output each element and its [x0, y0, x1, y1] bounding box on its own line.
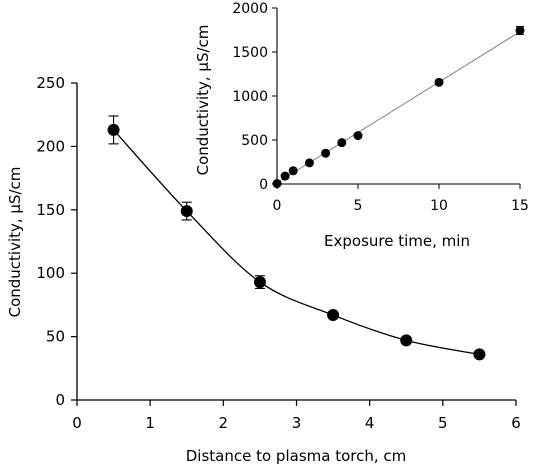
main-y-axis-label: Conductivity, µS/cm — [6, 167, 24, 318]
inset-y-tick-label: 1500 — [232, 45, 268, 61]
inset-x-tick-label: 0 — [273, 198, 282, 214]
main-x-tick-label: 5 — [438, 414, 448, 432]
inset-points — [272, 25, 525, 189]
inset-data-point — [515, 25, 525, 35]
inset-data-point — [272, 179, 282, 189]
inset-data-point — [280, 171, 290, 181]
inset-data-point — [337, 138, 347, 148]
inset-data-point — [321, 148, 331, 158]
inset-ticks: 0 5 10 15 0 500 1000 1500 2000 — [232, 1, 529, 214]
main-y-tick-label: 250 — [36, 74, 65, 92]
main-y-tick-label: 100 — [36, 264, 65, 282]
main-points — [107, 123, 486, 361]
main-x-axis-label: Distance to plasma torch, cm — [186, 447, 407, 465]
inset-x-tick-label: 5 — [354, 198, 363, 214]
inset-plot: 0 5 10 15 0 500 1000 1500 2000 Exposure time, mi… — [194, 1, 529, 250]
main-data-point — [400, 334, 413, 347]
main-x-tick-label: 1 — [145, 414, 155, 432]
main-data-point — [180, 205, 193, 218]
inset-y-tick-label: 0 — [259, 177, 268, 193]
inset-x-tick-label: 10 — [430, 198, 448, 214]
main-x-tick-label: 2 — [219, 414, 229, 432]
inset-y-tick-label: 1000 — [232, 89, 268, 105]
main-x-tick-label: 0 — [72, 414, 82, 432]
inset-data-point — [288, 166, 298, 176]
main-data-point — [253, 276, 266, 289]
main-x-tick-label: 6 — [511, 414, 521, 432]
main-y-tick-label: 200 — [36, 137, 65, 155]
inset-y-axis-label: Conductivity, µS/cm — [194, 25, 212, 176]
main-data-point — [107, 123, 120, 136]
main-data-point — [327, 309, 340, 322]
main-data-point — [473, 348, 486, 361]
inset-trend-line — [276, 31, 521, 184]
main-x-tick-label: 3 — [292, 414, 302, 432]
main-y-tick-label: 0 — [55, 391, 65, 409]
inset-y-tick-label: 500 — [241, 133, 268, 149]
inset-y-tick-label: 2000 — [232, 1, 268, 17]
inset-data-point — [353, 131, 363, 141]
inset-x-axis-label: Exposure time, min — [324, 232, 470, 250]
inset-data-point — [434, 77, 444, 87]
main-y-tick-label: 50 — [46, 328, 65, 346]
inset-data-point — [304, 158, 314, 168]
main-x-tick-label: 4 — [365, 414, 375, 432]
inset-x-tick-label: 15 — [511, 198, 529, 214]
inset-trendline — [276, 31, 521, 184]
main-y-tick-label: 150 — [36, 201, 65, 219]
